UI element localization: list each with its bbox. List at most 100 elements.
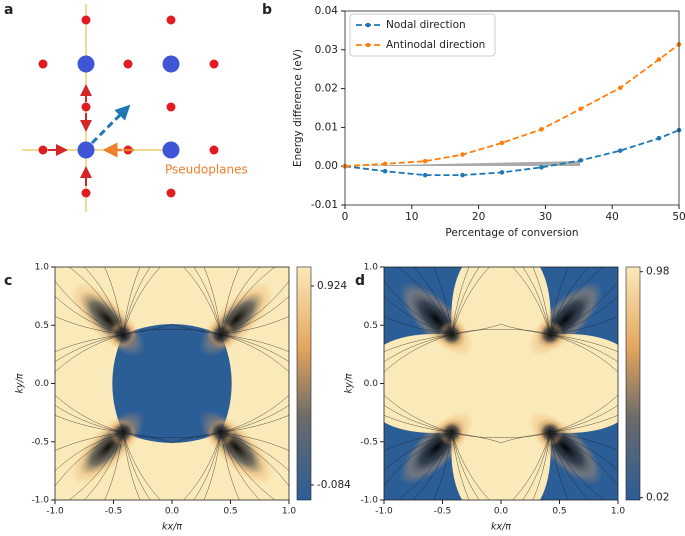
contour-line <box>451 432 502 444</box>
contour-line <box>433 267 453 335</box>
y-tick-label: -0.5 <box>360 437 378 447</box>
red-arrows <box>48 84 92 186</box>
red-atoms <box>38 15 219 198</box>
contour-line <box>55 432 123 451</box>
contour-line <box>384 316 452 335</box>
y-axis-label: ky/π <box>344 373 355 393</box>
x-tick-label: 30 <box>539 211 552 223</box>
contour-line <box>451 432 502 438</box>
data-point <box>460 152 465 157</box>
contour-line <box>500 432 551 444</box>
contour-line <box>384 334 452 353</box>
shaded-region <box>345 161 580 166</box>
contour-line <box>122 432 141 500</box>
data-point <box>656 57 662 62</box>
contour-line <box>550 316 618 335</box>
contour-line <box>500 432 551 438</box>
x-axis-label: kx/π <box>491 522 511 533</box>
x-tick-label: -0.5 <box>105 507 123 517</box>
axes-frame <box>344 10 680 206</box>
contour-line <box>549 267 569 335</box>
colorbar-label: -0.084 <box>317 479 351 491</box>
contour-line <box>122 432 173 444</box>
y-tick-label: 0.02 <box>315 83 338 95</box>
x-tick-label: -1.0 <box>46 507 64 517</box>
series-line <box>344 43 680 168</box>
blue-arrow <box>90 104 131 145</box>
y-tick-label: 0.01 <box>315 121 338 133</box>
data-point <box>422 172 428 178</box>
y-tick-label: 0.00 <box>315 160 338 172</box>
x-tick-label: 40 <box>606 211 619 223</box>
contour-line <box>203 267 222 335</box>
x-tick-label: 0.0 <box>494 507 509 517</box>
x-tick-label: 0.5 <box>552 507 566 517</box>
x-tick-label: 0.5 <box>223 507 237 517</box>
contour-line <box>122 432 173 438</box>
panel-label: d <box>355 273 365 289</box>
colorbar-label: 0.02 <box>646 492 669 504</box>
colorbar-label: 0.98 <box>646 266 669 278</box>
y-tick-label: -0.5 <box>31 437 49 447</box>
contour-line <box>171 329 222 335</box>
data-point <box>422 158 428 164</box>
y-tick-label: 0.0 <box>35 379 50 389</box>
contour-line <box>104 267 124 335</box>
x-tick-label: 50 <box>672 211 685 223</box>
lattice-diagram: Pseudoplanes <box>22 4 248 212</box>
x-tick-label: 20 <box>472 211 485 223</box>
contour-line <box>171 323 222 335</box>
x-tick-label: 1.0 <box>282 507 297 517</box>
contour-line <box>221 316 289 335</box>
contour-line <box>221 432 289 451</box>
data-point <box>617 85 623 91</box>
y-tick-label: 0.04 <box>315 5 339 17</box>
y-tick-label: -1.0 <box>360 496 378 506</box>
data-point <box>539 127 544 132</box>
x-tick-label: -1.0 <box>375 507 393 517</box>
legend-box <box>349 13 496 57</box>
contour-line <box>203 432 222 500</box>
contour-line <box>500 323 551 335</box>
y-axis-label: ky/π <box>15 373 26 393</box>
y-tick-label: 0.0 <box>364 379 379 389</box>
data-point <box>460 172 465 178</box>
contour-line <box>122 329 173 335</box>
contour-line <box>532 432 551 500</box>
data-point <box>539 165 544 170</box>
panel-label: a <box>4 2 13 18</box>
data-point <box>382 161 388 167</box>
legend-marker <box>365 42 371 48</box>
colorbar-label: 0.924 <box>317 280 347 292</box>
heatmap <box>384 267 618 500</box>
data-point <box>382 168 388 174</box>
legend-label: Antinodal direction <box>386 39 485 51</box>
contour-line <box>550 414 618 433</box>
contour-line <box>220 432 240 500</box>
contour-line <box>104 432 124 500</box>
x-tick-label: 10 <box>405 211 418 223</box>
x-tick-label: -0.5 <box>434 507 452 517</box>
data-point <box>578 158 584 163</box>
x-tick-label: 0.0 <box>165 507 180 517</box>
contour-line <box>550 334 618 353</box>
contour-line <box>122 323 173 335</box>
contour-line <box>532 267 551 335</box>
diagram-label: Pseudoplanes <box>165 163 248 177</box>
contour-line <box>384 432 452 451</box>
contour-line <box>433 432 453 500</box>
data-point <box>499 170 505 175</box>
contour-line <box>220 267 240 335</box>
x-axis-label: kx/π <box>162 522 182 533</box>
contour-line <box>451 267 470 335</box>
contour-line <box>55 316 123 335</box>
contour-line <box>221 414 289 433</box>
blue-atoms <box>77 55 180 159</box>
contour-line <box>500 329 551 335</box>
contour-line <box>221 334 289 353</box>
contour-line <box>55 334 123 353</box>
series-line <box>344 129 680 177</box>
x-tick-label: 0 <box>342 211 349 223</box>
contour-line <box>550 432 618 451</box>
